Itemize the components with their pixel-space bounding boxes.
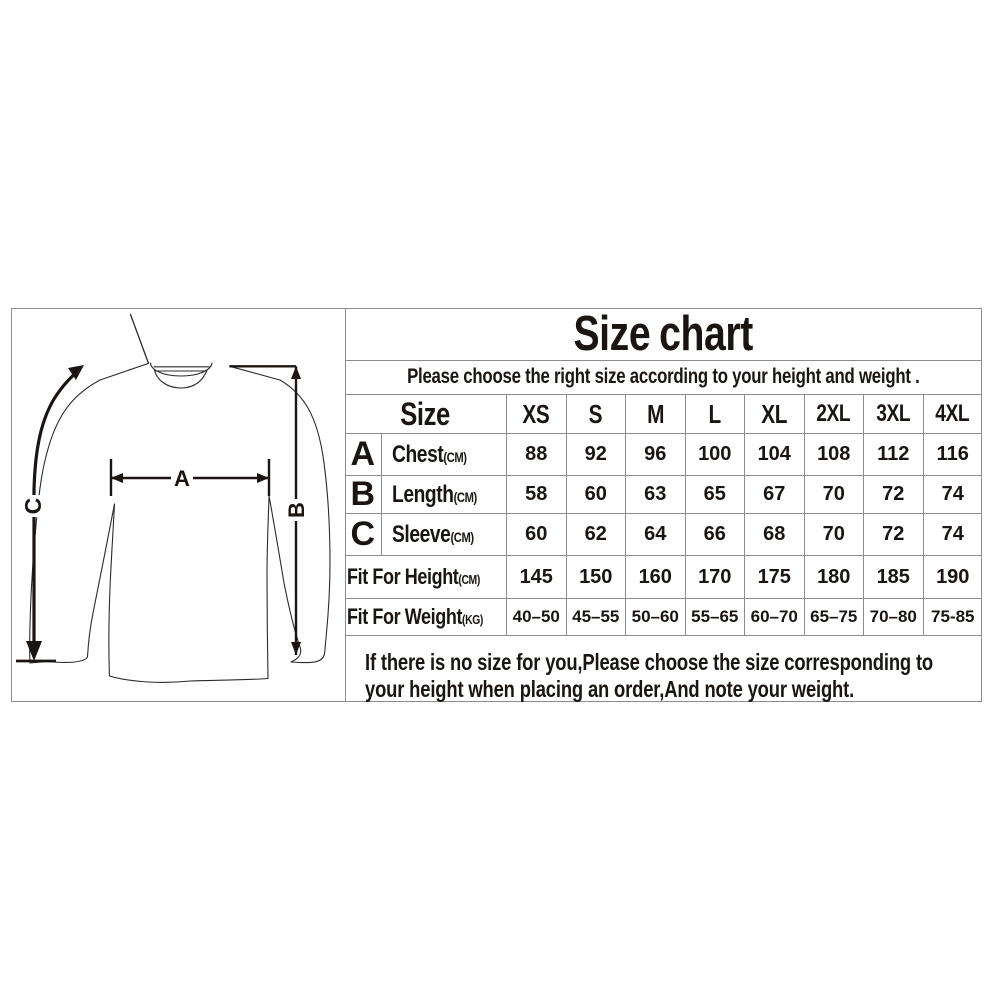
svg-text:A: A: [174, 466, 190, 491]
svg-text:C: C: [20, 498, 46, 515]
svg-text:B: B: [284, 502, 309, 518]
